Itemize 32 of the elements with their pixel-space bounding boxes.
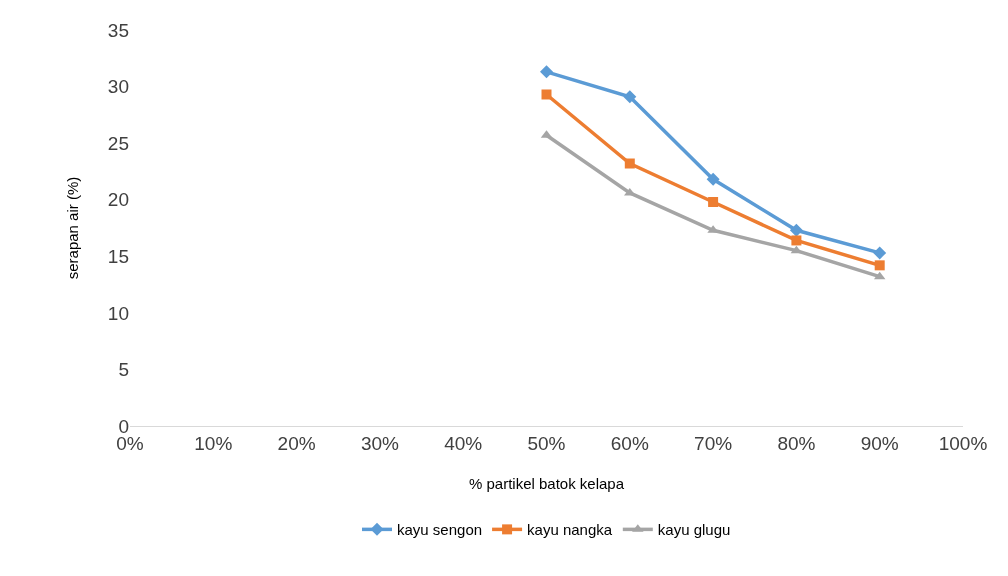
- x-axis-title: % partikel batok kelapa: [468, 474, 625, 492]
- x-tick-label: 90%: [860, 432, 899, 454]
- point: [874, 260, 885, 271]
- legend-label: kayu glugu: [657, 521, 731, 539]
- y-axis-title: serapan air (%): [64, 176, 82, 280]
- y-tick-label: 25: [107, 132, 129, 154]
- x-tick-label: 60%: [610, 432, 649, 454]
- point: [541, 89, 552, 100]
- legend-label: kayu sengon: [397, 521, 483, 539]
- y-tick-label: 5: [118, 359, 129, 381]
- legend-label: kayu nangka: [527, 521, 613, 539]
- point: [708, 196, 719, 207]
- y-tick-label: 10: [107, 302, 129, 324]
- y-tick-label: 35: [107, 19, 129, 41]
- x-tick-label: 10%: [194, 432, 233, 454]
- point: [540, 65, 553, 79]
- point: [623, 90, 637, 104]
- x-tick-label: 20%: [277, 432, 316, 454]
- point: [706, 172, 720, 186]
- x-tick-label: 80%: [777, 432, 816, 454]
- x-tick-label: 30%: [360, 432, 400, 454]
- x-tick-label: 50%: [527, 432, 566, 454]
- y-tick-label: 30: [107, 76, 129, 98]
- x-tick-label: 40%: [444, 432, 483, 454]
- x-tick-label: 70%: [694, 432, 733, 454]
- point: [624, 158, 635, 169]
- point: [791, 235, 802, 246]
- y-tick-label: 15: [107, 245, 129, 267]
- point: [873, 246, 887, 260]
- point: [789, 223, 803, 237]
- y-tick-label: 20: [107, 189, 129, 211]
- x-tick-label: 100%: [938, 432, 988, 454]
